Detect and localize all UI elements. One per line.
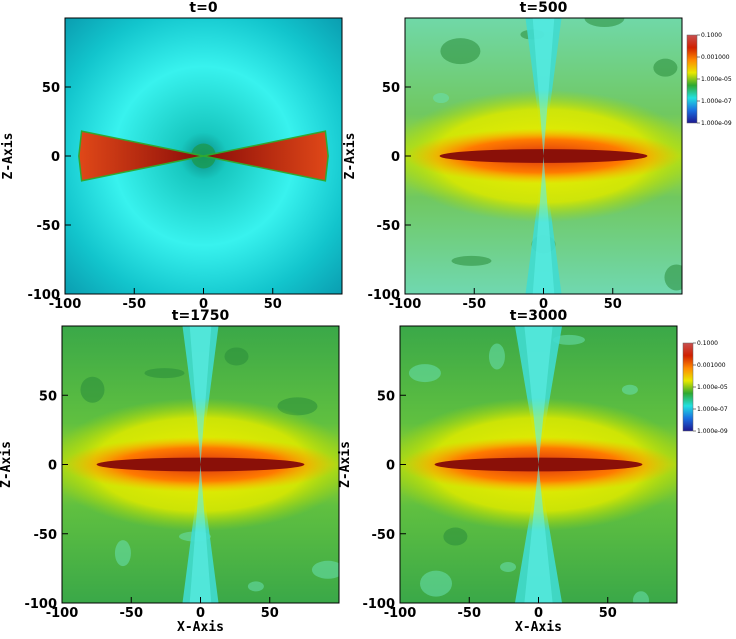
field [62,326,339,603]
y-axis-label: Z-Axis [0,441,14,488]
y-tick-label: -50 [37,219,61,234]
x-tick-label: -100 [46,606,79,621]
jet [182,326,219,603]
x-tick-label: -50 [123,297,147,312]
x-tick-label: 50 [264,297,282,312]
x-tick-label: -50 [458,606,482,621]
y-tick-label: -50 [377,219,401,234]
y-tick-label: 0 [391,150,400,165]
y-tick-label: -100 [27,288,60,303]
x-axis-label: X-Axis [515,620,562,635]
y-tick-label: 0 [48,459,57,474]
blob [584,18,625,27]
y-axis-label: Z-Axis [338,441,353,488]
blob [114,540,131,567]
blob [433,93,450,104]
jet-core [524,326,553,603]
blob [632,591,649,603]
jet-core [189,326,212,603]
x-tick-label: 0 [539,297,548,312]
colorbar-label: 1.000e-09 [697,428,728,435]
panel-title: t=1750 [172,308,230,324]
y-tick-label: -50 [372,528,396,543]
x-tick-label: -50 [463,297,487,312]
colorbar-label: 1.000e-07 [697,406,728,413]
midplane [439,149,648,163]
x-tick-label: 0 [196,606,205,621]
blob [80,376,105,403]
x-tick-label: 0 [534,606,543,621]
x-tick-label: -100 [389,297,422,312]
y-tick-label: 0 [51,150,60,165]
y-tick-label: -100 [362,597,395,612]
blob [552,334,585,345]
blob [664,264,682,291]
field [405,18,682,294]
y-tick-label: -50 [34,528,58,543]
panel: t=3000 -100 -50 0 50 -100 -50 0 50 X-Axis Z-Axis 0.… [338,308,728,635]
colorbar [686,34,698,124]
y-tick-label: 50 [39,389,57,404]
field [400,326,677,603]
x-tick-label: 50 [604,297,622,312]
blob [653,58,678,77]
x-tick-label: 0 [199,297,208,312]
panel-title: t=0 [189,0,217,16]
y-tick-label: -100 [367,288,400,303]
y-tick-label: -100 [24,597,57,612]
x-tick-label: -100 [384,606,417,621]
panel: t=0 -100 -50 0 50 -100 -50 0 50 Z-Axis [1,0,343,312]
colorbar-label: 0.1000 [701,32,722,39]
colorbar-label: 1.000e-09 [701,120,732,127]
y-tick-label: 50 [377,389,395,404]
blob [500,561,517,572]
blob [247,581,264,592]
jet [525,18,562,294]
blob [420,570,453,597]
colorbar-label: 0.001000 [701,54,730,61]
y-tick-label: 50 [382,81,400,96]
blob [440,38,481,65]
x-tick-label: -50 [120,606,144,621]
midplane [434,457,643,472]
colorbar-label: 1.000e-05 [701,76,732,83]
y-axis-label: Z-Axis [343,133,358,180]
panel-title: t=500 [520,0,568,16]
jet-core [532,18,555,294]
blob [144,368,185,379]
colorbar-label: 1.000e-05 [697,384,728,391]
x-axis-label: X-Axis [177,620,224,635]
x-tick-label: -100 [49,297,82,312]
blob [311,560,339,579]
colorbar [682,342,694,432]
field [65,18,342,294]
jet [514,326,563,603]
midplane [96,457,305,472]
blob [443,527,468,546]
panel: t=1750 -100 -50 0 50 -100 -50 0 50 X-Axis Z-Axis [0,308,340,635]
blob [224,347,249,366]
blob [451,255,492,266]
y-tick-label: 0 [386,459,395,474]
y-tick-label: 50 [42,81,60,96]
torus [78,130,329,182]
blob [621,384,638,395]
blob [488,343,505,370]
colorbar-label: 1.000e-07 [701,98,732,105]
blob [408,364,441,383]
panel-title: t=3000 [510,308,568,324]
x-tick-label: 50 [599,606,617,621]
panel: t=500 -100 -50 0 50 -100 -50 0 50 Z-Axis 0.1000 0.0… [343,0,732,312]
x-tick-label: 50 [261,606,279,621]
colorbar-label: 0.1000 [697,340,718,347]
colorbar-label: 0.001000 [697,362,726,369]
y-axis-label: Z-Axis [1,133,16,180]
